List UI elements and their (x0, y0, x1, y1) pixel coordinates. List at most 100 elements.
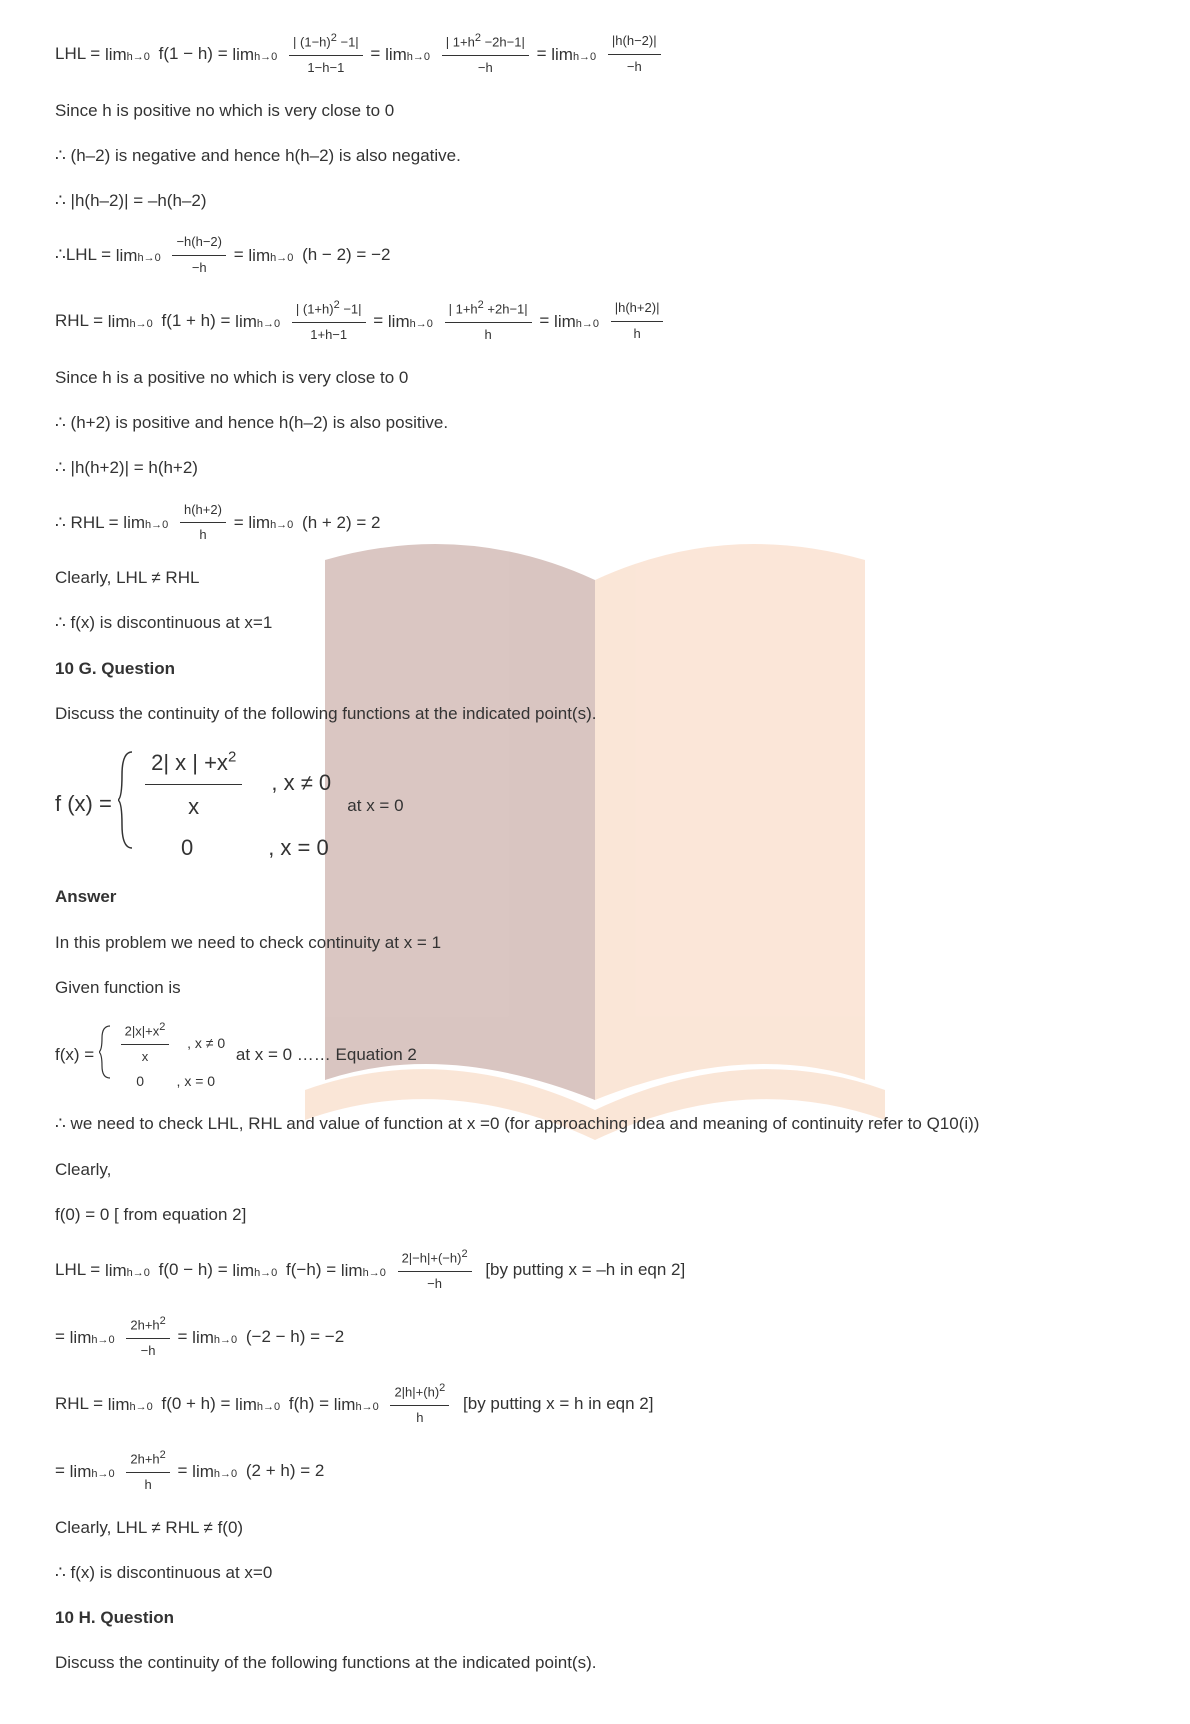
equation-rhl-3: RHL = limh→0 f(0 + h) = limh→0 f(h) = li… (55, 1380, 1135, 1429)
limsub: h→0 (137, 252, 160, 264)
text: ∴ RHL = (55, 512, 123, 531)
n2: −1| (337, 34, 359, 49)
d: h (611, 322, 664, 345)
brace-icon (99, 1024, 113, 1088)
text: f(h) = (289, 1394, 334, 1413)
d: h (445, 323, 532, 346)
equation-lhl-4: = limh→0 2h+h2−h = limh→0 (−2 − h) = −2 (55, 1313, 1135, 1362)
d: −h (172, 256, 226, 279)
limsub: h→0 (214, 1468, 237, 1480)
d: h (180, 523, 226, 546)
limsub: h→0 (127, 51, 150, 63)
text: LHL = (55, 1260, 105, 1279)
n: 2|h|+(h) (394, 1384, 439, 1399)
lim: lim (108, 312, 130, 331)
eq: = (370, 44, 385, 63)
eq: = (373, 311, 388, 330)
text-line: ∴ |h(h+2)| = h(h+2) (55, 454, 1135, 481)
text: RHL = (55, 311, 108, 330)
limsub: h→0 (129, 1401, 152, 1413)
limsub: h→0 (254, 1267, 277, 1279)
text: ∴LHL = (55, 245, 116, 264)
limsub: h→0 (91, 1468, 114, 1480)
n: | (1+h) (296, 301, 334, 316)
tail: [by putting x = h in eqn 2] (463, 1394, 653, 1413)
text-line: Clearly, LHL ≠ RHL ≠ f(0) (55, 1514, 1135, 1541)
limsub: h→0 (355, 1401, 378, 1413)
d: h (126, 1473, 169, 1496)
after: at x = 0 (347, 796, 403, 815)
lim: lim (235, 1395, 257, 1414)
equation-lhl-1: LHL = limh→0 f(1 − h) = limh→0 | (1−h)2 … (55, 30, 1135, 79)
sup: 2 (461, 1248, 467, 1260)
brace-icon (118, 750, 136, 860)
text: (h + 2) = 2 (302, 512, 380, 531)
lim: lim (235, 312, 257, 331)
limsub: h→0 (573, 51, 596, 63)
cond: , x = 0 (268, 835, 329, 860)
n: |h(h+2)| (611, 298, 664, 322)
limsub: h→0 (145, 519, 168, 531)
text: (h − 2) = −2 (302, 245, 390, 264)
d: −h (126, 1339, 169, 1362)
text-line: ∴ we need to check LHL, RHL and value of… (55, 1110, 1135, 1137)
text: (2 + h) = 2 (246, 1461, 324, 1480)
lim: lim (70, 1462, 92, 1481)
limsub: h→0 (127, 1267, 150, 1279)
text-line: ∴ f(x) is discontinuous at x=0 (55, 1559, 1135, 1586)
text: = (55, 1327, 70, 1346)
tail: [by putting x = –h in eqn 2] (485, 1260, 685, 1279)
lim: lim (334, 1395, 356, 1414)
page-content: LHL = limh→0 f(1 − h) = limh→0 | (1−h)2 … (0, 0, 1190, 1724)
n: 2|x|+x (125, 1023, 160, 1038)
question-title-10h: 10 H. Question (55, 1604, 1135, 1631)
limsub: h→0 (214, 1334, 237, 1346)
sup: 2 (160, 1449, 166, 1461)
lim: lim (105, 1261, 127, 1280)
lim: lim (116, 246, 138, 265)
text-line: Since h is a positive no which is very c… (55, 364, 1135, 391)
lim: lim (341, 1261, 363, 1280)
text-line: f(0) = 0 [ from equation 2] (55, 1201, 1135, 1228)
n: 2h+h (130, 1451, 159, 1466)
text-line: Since h is positive no which is very clo… (55, 97, 1135, 124)
after: at x = 0 …… Equation 2 (236, 1045, 417, 1064)
question-text: Discuss the continuity of the following … (55, 1649, 1135, 1676)
text-line: ∴ (h+2) is positive and hence h(h–2) is … (55, 409, 1135, 436)
lim: lim (554, 312, 576, 331)
eq: = (537, 44, 552, 63)
eq: = (178, 1461, 193, 1480)
answer-heading: Answer (55, 883, 1135, 910)
limsub: h→0 (129, 318, 152, 330)
text: f(x) = (55, 1045, 99, 1064)
limsub: h→0 (91, 1334, 114, 1346)
text: f (x) = (55, 791, 118, 816)
limsub: h→0 (254, 51, 277, 63)
text-line: In this problem we need to check continu… (55, 929, 1135, 956)
lim: lim (551, 45, 573, 64)
lim: lim (108, 1395, 130, 1414)
val: 0 (118, 1070, 163, 1092)
sup: 2 (439, 1382, 445, 1394)
question-text: Discuss the continuity of the following … (55, 700, 1135, 727)
text: f(1 + h) = (161, 311, 235, 330)
d: −h (398, 1272, 472, 1295)
eq: = (234, 245, 249, 264)
lim: lim (388, 312, 410, 331)
n2: −1| (340, 301, 362, 316)
sup: 2 (159, 1021, 165, 1033)
cond: , x ≠ 0 (271, 770, 331, 795)
n2: +2h−1| (484, 301, 528, 316)
text-line: ∴ (h–2) is negative and hence h(h–2) is … (55, 142, 1135, 169)
d: 1−h−1 (289, 56, 363, 79)
piecewise-small: f(x) = 2|x|+x2x , x ≠ 0 0 , x = 0 at x =… (55, 1019, 1135, 1092)
sup: 2 (160, 1315, 166, 1327)
lim: lim (248, 513, 270, 532)
n: h(h+2) (180, 500, 226, 524)
eq: = (539, 311, 554, 330)
n: | 1+h (446, 34, 475, 49)
d: x (121, 1045, 170, 1068)
equation-lhl-2: ∴LHL = limh→0 −h(h−2)−h = limh→0 (h − 2)… (55, 232, 1135, 279)
limsub: h→0 (410, 318, 433, 330)
lim: lim (105, 45, 127, 64)
